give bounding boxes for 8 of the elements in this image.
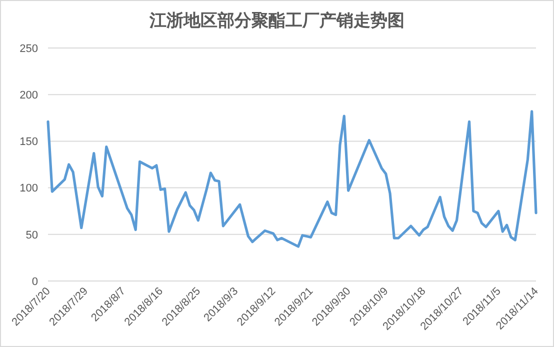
y-tick-label: 150	[20, 136, 38, 148]
y-tick-label: 50	[26, 229, 38, 242]
y-tick-label: 0	[32, 276, 38, 288]
y-tick-label: 200	[20, 89, 38, 102]
line-series	[46, 110, 538, 248]
y-tick-label: 250	[20, 42, 38, 55]
y-tick-label: 100	[20, 182, 38, 195]
chart-title: 江浙地区部分聚酯工厂产销走势图	[148, 11, 404, 31]
